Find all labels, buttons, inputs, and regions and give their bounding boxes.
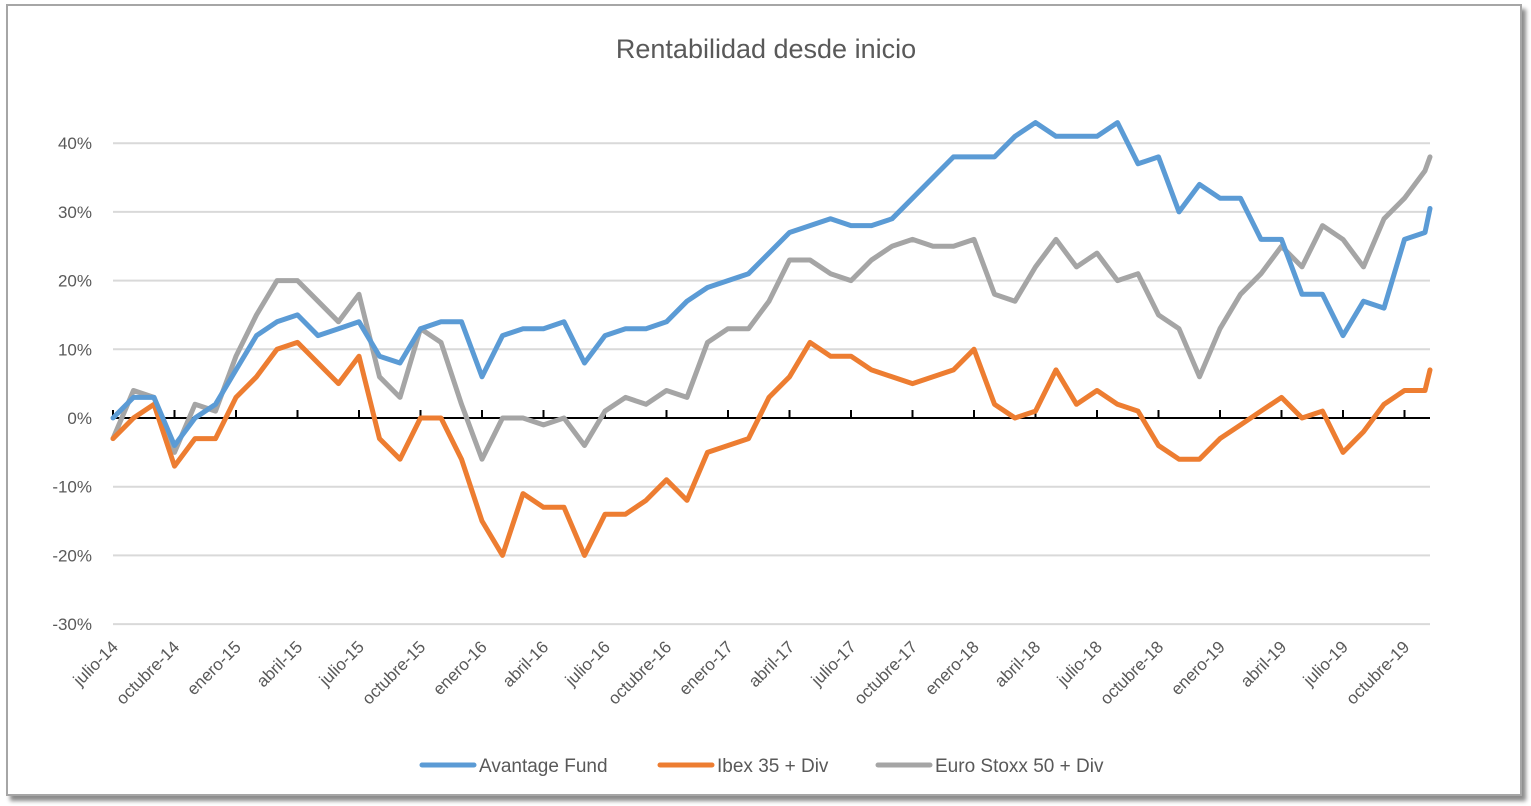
legend-label: Ibex 35 + Div	[717, 756, 829, 777]
x-tick-label: julio-19	[1299, 637, 1352, 690]
series-line-avantage-fund	[110, 120, 1433, 448]
x-tick-label: octubre-14	[112, 637, 183, 708]
x-tick-label: octubre-19	[1342, 637, 1413, 708]
x-tick-label: julio-14	[69, 637, 122, 690]
x-tick-label: julio-15	[315, 637, 368, 690]
series-line-ibex-35-div	[110, 339, 1433, 558]
x-tick-label: abril-19	[1237, 637, 1291, 691]
y-tick-label: 30%	[58, 203, 92, 222]
y-tick-label: -10%	[52, 478, 92, 497]
y-tick-label: 40%	[58, 134, 92, 153]
y-tick-label: -30%	[52, 615, 92, 634]
y-tick-label: 10%	[58, 340, 92, 359]
x-tick-label: julio-16	[561, 637, 614, 690]
x-tick-label: octubre-16	[604, 637, 675, 708]
y-tick-label: 0%	[67, 409, 92, 428]
chart-title: Rentabilidad desde inicio	[616, 34, 916, 64]
series-line-euro-stoxx-50-div	[110, 154, 1433, 462]
x-tick-label: enero-18	[921, 637, 983, 699]
x-tick-label: abril-17	[745, 637, 799, 691]
x-tick-label: julio-17	[807, 637, 860, 690]
x-tick-label: enero-16	[429, 637, 491, 699]
legend-label: Euro Stoxx 50 + Div	[935, 756, 1104, 777]
x-tick-label: julio-18	[1053, 637, 1106, 690]
legend-label: Avantage Fund	[479, 756, 608, 777]
x-tick-label: octubre-18	[1096, 637, 1167, 708]
x-tick-label: enero-19	[1167, 637, 1229, 699]
x-tick-label: abril-18	[991, 637, 1045, 691]
x-tick-label: enero-15	[183, 637, 245, 699]
x-tick-label: enero-17	[675, 637, 737, 699]
chart-frame	[6, 4, 1522, 796]
y-tick-label: 20%	[58, 272, 92, 291]
x-tick-label: octubre-17	[850, 637, 921, 708]
y-tick-label: -20%	[52, 546, 92, 565]
x-tick-label: abril-16	[499, 637, 553, 691]
x-tick-label: octubre-15	[358, 637, 429, 708]
x-tick-label: abril-15	[253, 637, 307, 691]
